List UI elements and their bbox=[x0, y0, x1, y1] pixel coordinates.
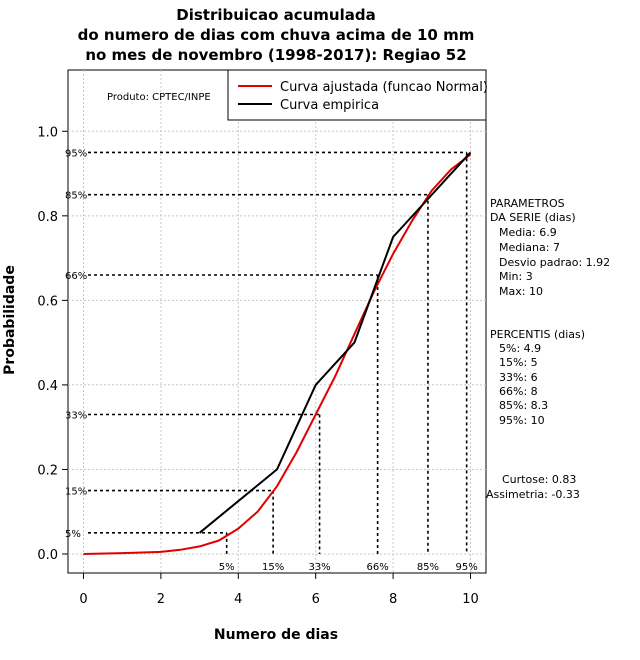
legend: Curva ajustada (funcao Normal) Curva emp… bbox=[227, 69, 488, 121]
curtose-label: Curtose: 0.83 bbox=[502, 473, 576, 486]
param-desvio: Desvio padrao: 1.92 bbox=[499, 256, 610, 269]
y-tick-label-3: 0.6 bbox=[37, 294, 58, 309]
percentile-y-label-2: 33% bbox=[65, 410, 87, 421]
percentile-x-label-3: 66% bbox=[367, 562, 389, 573]
param-media: Media: 6.9 bbox=[499, 226, 557, 239]
param-mediana: Mediana: 7 bbox=[499, 241, 560, 254]
y-tick-label-4: 0.8 bbox=[37, 210, 58, 225]
y-tick-label-5: 1.0 bbox=[37, 125, 58, 140]
x-tick-label-0: 0 bbox=[79, 592, 87, 607]
series-line-empirical bbox=[198, 151, 472, 534]
percentile-x-label-4: 85% bbox=[417, 562, 439, 573]
percentil-95: 95%: 10 bbox=[499, 414, 545, 427]
legend-label-empirical: Curva empirica bbox=[280, 98, 379, 113]
x-tick-label-4: 8 bbox=[389, 592, 397, 607]
assimetria-label: Assimetria: -0.33 bbox=[486, 488, 580, 501]
y-tick-label-0: 0.0 bbox=[37, 548, 58, 563]
percentile-x-label-2: 33% bbox=[308, 562, 330, 573]
y-tick-label-1: 0.2 bbox=[37, 463, 58, 478]
percentil-85: 85%: 8.3 bbox=[499, 399, 548, 412]
percentile-y-label-0: 5% bbox=[65, 529, 81, 540]
percentile-x-label-5: 95% bbox=[456, 562, 478, 573]
plot-frame bbox=[67, 69, 487, 574]
percentil-66: 66%: 8 bbox=[499, 385, 538, 398]
x-axis-title: Numero de dias bbox=[214, 627, 338, 643]
chart-title-line-2: do numero de dias com chuva acima de 10 … bbox=[78, 26, 475, 44]
series-group bbox=[83, 151, 472, 555]
y-axis-title: Probabilidade bbox=[2, 265, 18, 375]
params-title-2: DA SERIE (dias) bbox=[490, 211, 576, 224]
chart-title-line-1: Distribuicao acumulada bbox=[176, 6, 375, 24]
percentil-5: 5%: 4.9 bbox=[499, 342, 541, 355]
param-min: Min: 3 bbox=[499, 270, 533, 283]
percentile-y-label-4: 85% bbox=[65, 191, 87, 202]
percentile-y-label-1: 15% bbox=[65, 487, 87, 498]
percentile-y-label-3: 66% bbox=[65, 271, 87, 282]
percentil-15: 15%: 5 bbox=[499, 356, 538, 369]
param-max: Max: 10 bbox=[499, 285, 543, 298]
chart-title-line-3: no mes de novembro (1998-2017): Regiao 5… bbox=[85, 46, 466, 64]
percentis-panel: PERCENTIS (dias) 5%: 4.9 15%: 5 33%: 6 6… bbox=[490, 328, 585, 427]
product-label: Produto: CPTEC/INPE bbox=[107, 92, 211, 103]
series-line-fitted bbox=[83, 153, 472, 555]
legend-label-fitted: Curva ajustada (funcao Normal) bbox=[280, 80, 488, 95]
legend-box bbox=[227, 69, 487, 121]
percentis-title: PERCENTIS (dias) bbox=[490, 328, 585, 341]
x-tick-label-2: 4 bbox=[234, 592, 242, 607]
y-tick-label-2: 0.4 bbox=[37, 379, 58, 394]
percentile-x-label-1: 15% bbox=[262, 562, 284, 573]
percentile-y-label-5: 95% bbox=[65, 148, 87, 159]
percentile-guides: 5% 5% 15% 15% 33% 33% 66% 66% 85% 85% 95% 95% bbox=[65, 148, 478, 573]
x-tick-label-3: 6 bbox=[312, 592, 320, 607]
parameters-panel: PARAMETROS DA SERIE (dias) Media: 6.9 Me… bbox=[490, 197, 610, 298]
grid bbox=[68, 70, 486, 573]
axis-ticks: 0 2 4 6 8 10 0.0 0.2 0.4 0.6 0.8 1.0 bbox=[37, 125, 478, 607]
params-title-1: PARAMETROS bbox=[490, 197, 565, 210]
percentil-33: 33%: 6 bbox=[499, 371, 538, 384]
x-tick-label-1: 2 bbox=[157, 592, 165, 607]
x-tick-label-5: 10 bbox=[462, 592, 479, 607]
percentile-x-label-0: 5% bbox=[219, 562, 235, 573]
